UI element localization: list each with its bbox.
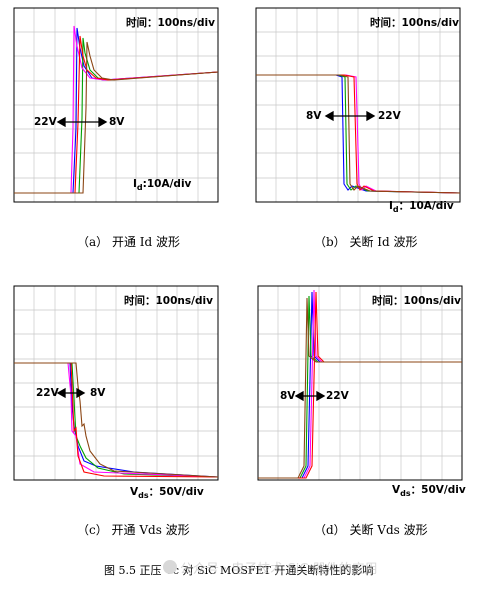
caption-c: （c） 开通 Vds 波形 — [77, 523, 190, 537]
trace-brown — [256, 74, 461, 194]
scale-rest: :10A/div — [142, 178, 192, 190]
right-voltage-label: 22V — [326, 390, 349, 402]
watermark-icon — [163, 560, 177, 574]
trace-red — [256, 74, 461, 194]
waveform-plot-a — [13, 7, 219, 203]
scale-sub: d — [136, 183, 143, 193]
left-voltage-label: 8V — [306, 110, 322, 122]
caption-b: （b） 关断 Id 波形 — [314, 235, 418, 249]
panel-b: 时间：100ns/div 8V 22V Id：10A/div — [255, 7, 461, 214]
scale-sub: ds — [400, 489, 411, 499]
scale-main: V — [392, 484, 401, 496]
caption-a: （a） 开通 Id 波形 — [77, 235, 181, 249]
left-voltage-label: 22V — [34, 116, 57, 128]
scale-rest: ：10A/div — [398, 200, 454, 212]
scale-main: I — [389, 200, 393, 212]
scale-label: Vds：50V/div — [130, 484, 204, 500]
left-voltage-label: 22V — [36, 387, 59, 399]
arrow — [324, 110, 376, 122]
scale-label: Id：10A/div — [389, 198, 454, 214]
grid — [256, 8, 460, 202]
trace-brown — [14, 362, 219, 478]
scale-label: Vds：50V/div — [392, 482, 466, 498]
time-label: 时间：100ns/div — [126, 17, 215, 29]
caption-d: （d） 关断 Vds 波形 — [314, 523, 428, 537]
grid — [14, 8, 218, 202]
scale-rest: ：50V/div — [148, 486, 204, 498]
trace-magenta — [14, 25, 219, 194]
right-voltage-label: 22V — [378, 110, 401, 122]
scale-rest: ：50V/div — [410, 484, 466, 496]
grid — [14, 286, 218, 480]
panel-d: 时间：100ns/div 8V 22V Vds：50V/div — [257, 285, 466, 498]
arrow — [56, 387, 86, 399]
waveform-plot-b — [255, 7, 461, 203]
grid — [258, 286, 462, 480]
scale-main: I — [133, 178, 137, 190]
panel-a: 时间：100ns/div 22V 8V Id:10A/div — [13, 7, 219, 203]
scale-main: V — [130, 486, 139, 498]
trace-brown — [258, 297, 462, 479]
left-voltage-label: 8V — [280, 390, 296, 402]
scale-sub: ds — [138, 491, 149, 501]
trace-brown — [14, 41, 219, 194]
time-label: 时间：100ns/div — [370, 17, 459, 29]
arrow — [294, 390, 326, 402]
arrow — [56, 116, 108, 128]
trace-magenta — [14, 362, 219, 478]
trace-red — [14, 35, 219, 194]
scale-sub: d — [392, 205, 399, 215]
time-label: 时间：100ns/div — [372, 295, 461, 307]
right-voltage-label: 8V — [90, 387, 106, 399]
time-label: 时间：100ns/div — [124, 295, 213, 307]
trace-red — [14, 362, 219, 478]
trace-blue — [14, 362, 219, 478]
panel-c: 时间：100ns/div 22V 8V Vds：50V/div — [13, 285, 219, 500]
scale-label: Id:10A/div — [133, 178, 191, 192]
waveform-plot-c — [13, 285, 219, 481]
waveform-plot-d — [257, 285, 463, 481]
watermark-text: 公众号 · 电子技术 SiC 器件的应用 — [180, 562, 378, 577]
right-voltage-label: 8V — [109, 116, 125, 128]
